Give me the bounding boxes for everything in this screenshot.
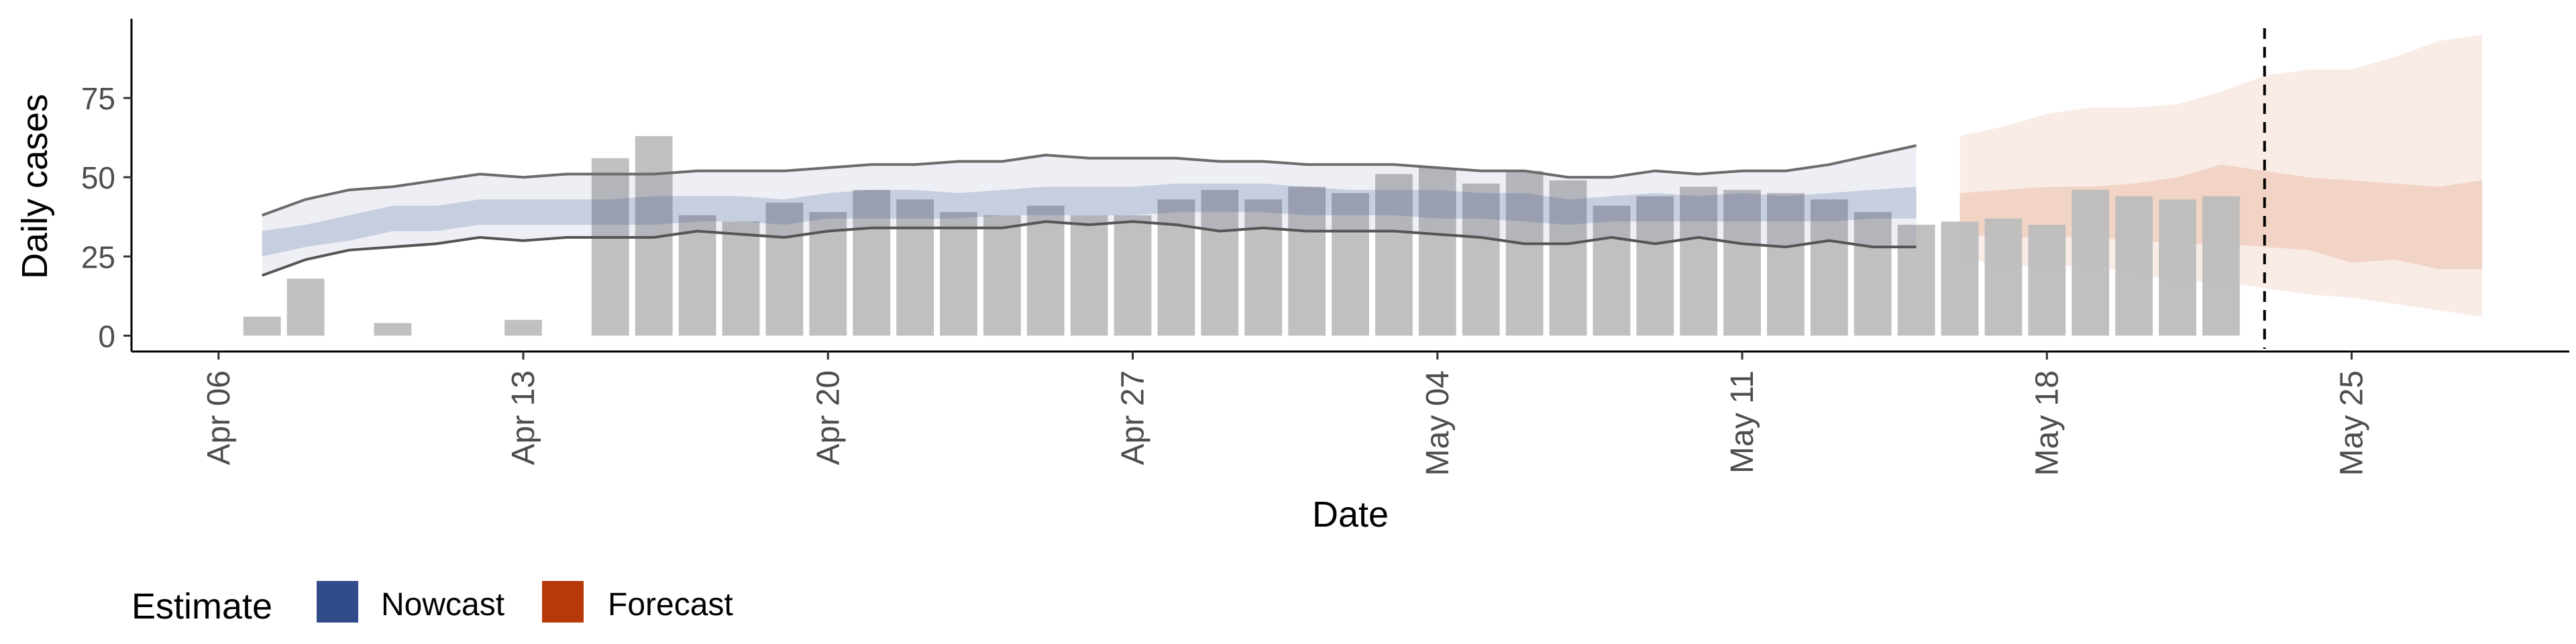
x-tick-label-7: May 25: [2334, 370, 2370, 476]
x-tick-label-3: Apr 27: [1116, 370, 1151, 465]
bar-2020-05-13: [1810, 199, 1848, 336]
x-tick-label-5: May 11: [1725, 370, 1760, 474]
bar-2020-05-08: [1593, 205, 1631, 336]
bar-2020-05-21: [2159, 199, 2196, 336]
y-tick-label-50: 50: [81, 160, 115, 195]
x-tick-label-1: Apr 13: [506, 370, 541, 465]
bar-2020-04-17: [678, 215, 716, 336]
y-tick-label-25: 25: [81, 239, 115, 274]
bar-2020-04-07: [243, 317, 281, 336]
bar-2020-05-09: [1636, 196, 1674, 336]
y-tick-label-0: 0: [98, 319, 115, 354]
bar-2020-04-13: [504, 319, 542, 336]
x-tick-label-2: Apr 20: [810, 370, 846, 465]
legend-swatch-nowcast: [317, 581, 358, 623]
bar-2020-05-22: [2202, 196, 2240, 336]
bar-2020-04-24: [983, 215, 1021, 336]
bar-2020-05-19: [2072, 190, 2110, 336]
bar-2020-04-08: [286, 278, 325, 336]
bar-2020-04-29: [1201, 190, 1239, 336]
bar-2020-04-22: [896, 199, 934, 336]
legend-label-forecast: Forecast: [608, 587, 733, 623]
bar-2020-05-06: [1505, 170, 1544, 336]
bar-2020-05-11: [1723, 190, 1761, 336]
bar-2020-05-05: [1462, 183, 1500, 336]
legend-title: Estimate: [131, 586, 272, 627]
x-tick-label-0: Apr 06: [201, 370, 237, 465]
nowcast-band-90: [262, 146, 1917, 276]
y-ticks: 0 25 50 75: [81, 81, 131, 354]
bar-2020-04-27: [1114, 215, 1152, 336]
bar-2020-04-30: [1244, 199, 1283, 336]
bar-2020-05-15: [1897, 225, 1935, 336]
bar-2020-04-10: [374, 323, 412, 336]
bar-2020-05-12: [1767, 193, 1805, 336]
x-axis-title: Date: [1312, 494, 1389, 535]
legend-swatch-forecast: [542, 581, 584, 623]
nowcast-upper-line: [262, 144, 1917, 217]
bar-2020-04-28: [1157, 199, 1195, 336]
x-tick-label-6: May 18: [2029, 370, 2065, 476]
bar-2020-05-07: [1549, 180, 1587, 336]
bar-2020-05-10: [1680, 186, 1717, 336]
bar-2020-04-26: [1070, 215, 1108, 336]
bar-2020-05-18: [2028, 225, 2066, 336]
x-ticks: Apr 06 Apr 13 Apr 20 Apr 27 May 04 May 11 May …: [201, 352, 2370, 476]
y-tick-label-75: 75: [81, 81, 115, 116]
bars: [243, 136, 2240, 336]
bar-2020-05-14: [1854, 212, 1892, 336]
bar-2020-05-16: [1941, 221, 1979, 336]
bar-2020-05-03: [1375, 174, 1413, 336]
bar-2020-05-17: [1984, 218, 2023, 336]
nowcast-lines: [262, 144, 1917, 277]
bar-2020-04-23: [940, 212, 977, 336]
plot-area: [243, 28, 2483, 349]
bar-2020-05-04: [1418, 168, 1456, 336]
bar-2020-04-15: [591, 158, 629, 336]
legend: Estimate Nowcast Forecast: [131, 581, 733, 627]
y-axis-title: Daily cases: [15, 94, 55, 279]
nowcast-lower-line: [262, 220, 1917, 277]
bar-2020-04-21: [853, 190, 891, 336]
legend-label-nowcast: Nowcast: [381, 587, 504, 623]
bar-2020-04-25: [1026, 205, 1065, 336]
bar-2020-05-02: [1332, 193, 1369, 336]
bar-2020-05-01: [1288, 186, 1326, 336]
bar-2020-04-18: [722, 221, 760, 336]
nowcast-bands: [262, 146, 1917, 276]
axes: 0 25 50 75 Apr 06 Apr 13 Apr 20 Apr 27 May 04 Ma…: [81, 19, 2569, 476]
nowcast-band-50: [262, 183, 1917, 257]
bar-2020-05-20: [2115, 196, 2153, 336]
x-tick-label-4: May 04: [1420, 370, 1456, 476]
bar-2020-04-19: [765, 203, 804, 336]
